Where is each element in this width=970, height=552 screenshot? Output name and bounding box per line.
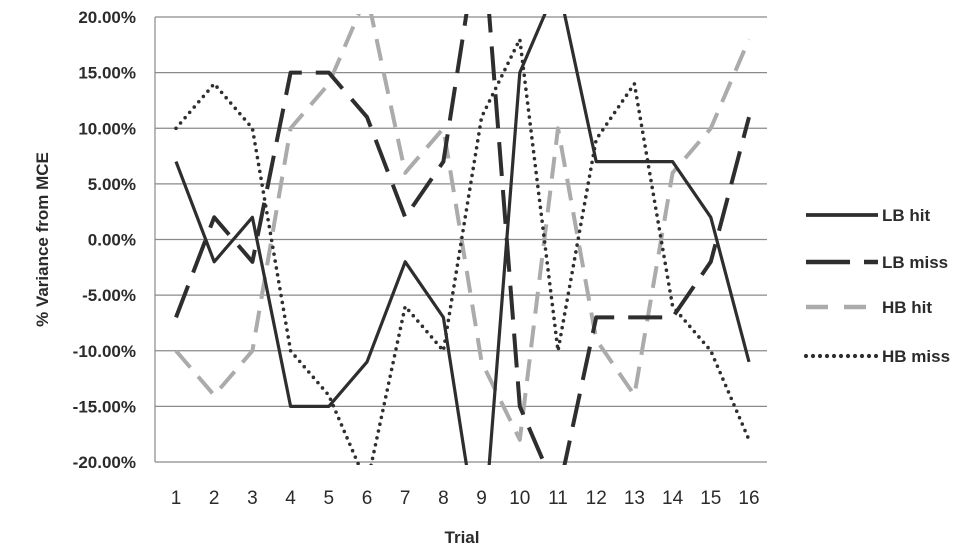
- legend-label: HB hit: [882, 298, 932, 317]
- legend-label: HB miss: [882, 347, 950, 366]
- x-axis-title: Trial: [445, 528, 480, 547]
- x-tick-label: 4: [285, 488, 296, 509]
- y-tick-label: 15.00%: [78, 64, 136, 83]
- x-tick-label: 3: [247, 488, 258, 509]
- x-tick-label: 16: [738, 488, 759, 509]
- y-axis-title: % Variance from MCE: [33, 152, 52, 327]
- y-tick-label: -20.00%: [73, 453, 136, 472]
- x-tick-label: 13: [624, 488, 645, 509]
- y-tick-label: 10.00%: [78, 119, 136, 138]
- x-tick-label: 2: [209, 488, 220, 509]
- y-tick-label: -15.00%: [73, 397, 136, 416]
- x-tick-label: 1: [171, 488, 182, 509]
- series-line-lb-miss: [174, 14, 751, 465]
- y-tick-label: -5.00%: [82, 286, 136, 305]
- legend-label: LB miss: [882, 253, 948, 272]
- x-tick-label: 9: [476, 488, 487, 509]
- x-tick-label: 6: [362, 488, 373, 509]
- x-tick-label: 5: [324, 488, 335, 509]
- x-tick-label: 12: [586, 488, 607, 509]
- y-tick-label: 0.00%: [88, 231, 136, 250]
- series-lines: [174, 14, 751, 465]
- y-tick-label: 5.00%: [88, 175, 136, 194]
- x-tick-label: 11: [548, 488, 568, 509]
- x-tick-label: 8: [438, 488, 449, 509]
- x-tick-label: 10: [509, 488, 530, 509]
- x-tick-label: 15: [700, 488, 721, 509]
- legend: LB hit LB miss HB hit HB miss: [803, 206, 950, 366]
- legend-label: LB hit: [882, 206, 930, 225]
- y-tick-label: -10.00%: [73, 342, 136, 361]
- series-line-lb-hit: [174, 14, 751, 465]
- y-axis-ticks: 20.00% 15.00% 10.00% 5.00% 0.00% -5.00% -10.00…: [73, 8, 136, 472]
- x-tick-label: 14: [662, 488, 684, 509]
- x-tick-label: 7: [400, 488, 411, 509]
- series-line-hb-hit: [174, 14, 751, 442]
- y-tick-label: 20.00%: [78, 8, 136, 27]
- x-axis-ticks: 1 2 3 4 5 6 7 8 9 10 11 12 13 14 15 16: [171, 488, 760, 509]
- series-line-hb-miss: [174, 37, 751, 465]
